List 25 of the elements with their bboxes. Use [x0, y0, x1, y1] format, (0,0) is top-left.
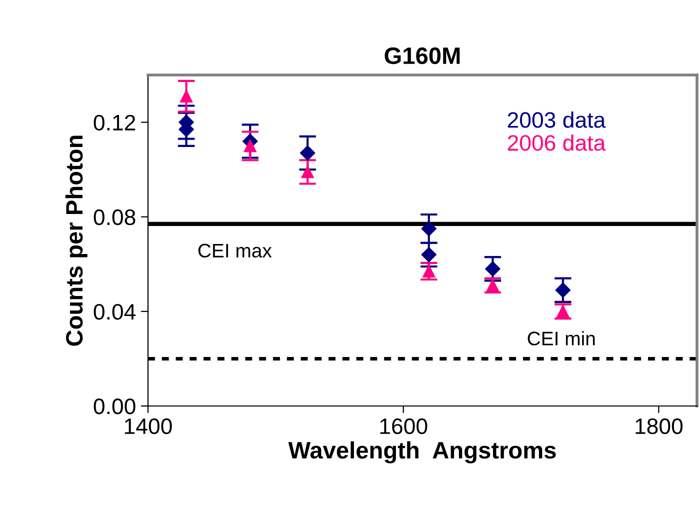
- point: [486, 279, 499, 292]
- y-tick-label: 0.08: [94, 209, 136, 226]
- point: [301, 166, 314, 178]
- y-tick-label: 0.12: [94, 114, 136, 131]
- point: [421, 221, 436, 236]
- ref-line-label: CEI min: [528, 331, 595, 346]
- point: [485, 261, 500, 276]
- point: [556, 305, 570, 318]
- y-tick-label: 0.04: [94, 304, 136, 320]
- text: 2003 data: [508, 112, 606, 128]
- y-axis-title: Counts per Photon: [65, 136, 88, 346]
- x-tick-label: 1400: [124, 418, 172, 434]
- point: [300, 145, 316, 161]
- point: [244, 140, 256, 152]
- point: [421, 247, 436, 262]
- x-tick-label: 1800: [636, 418, 683, 434]
- y-tick-label: 0.00: [94, 398, 136, 414]
- x-tick-label: 1600: [380, 418, 428, 434]
- ref-line-label: CEI max: [198, 244, 272, 258]
- text: 2006 data: [508, 134, 606, 151]
- point: [555, 282, 571, 298]
- point: [422, 264, 436, 278]
- point: [180, 90, 193, 103]
- chart-title: G160M: [384, 47, 460, 64]
- x-axis-title: Wavelength Angstroms: [288, 441, 556, 464]
